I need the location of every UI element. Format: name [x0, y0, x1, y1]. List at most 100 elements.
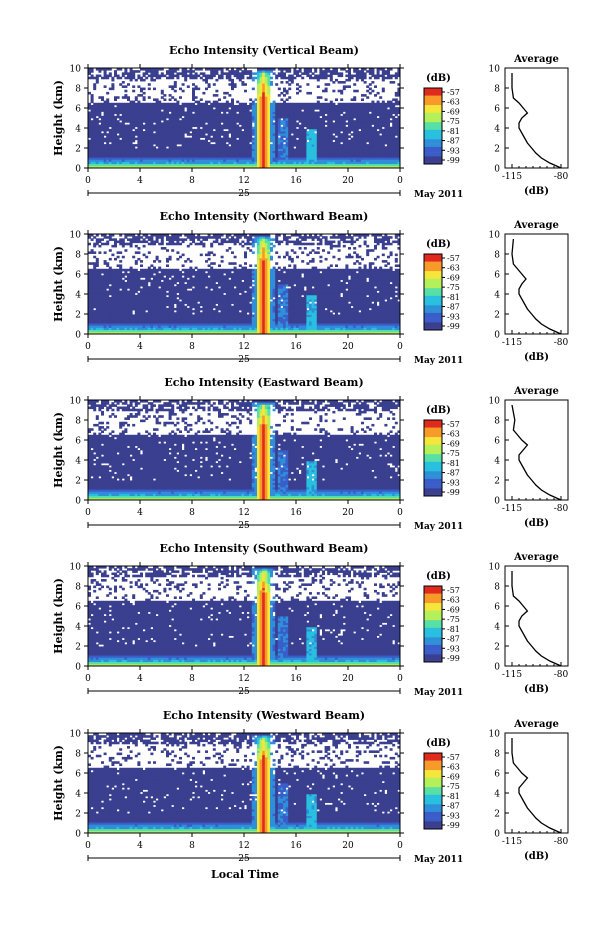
colorbar-segment — [424, 160, 442, 162]
heatmap-cell — [205, 135, 208, 138]
heatmap-cell — [98, 125, 101, 128]
colorbar — [424, 88, 442, 164]
heatmap-cell — [286, 103, 289, 106]
heatmap-cell — [306, 142, 309, 145]
heatmap-cell — [340, 144, 343, 147]
heatmap-cell — [273, 72, 276, 75]
heatmap-cell — [343, 81, 346, 84]
heatmap-cell — [379, 135, 382, 138]
heatmap-cell — [114, 70, 117, 73]
heatmap-cell — [299, 103, 302, 106]
heatmap-cell — [275, 83, 278, 86]
heatmap-cell — [221, 114, 224, 117]
heatmap-cell — [322, 103, 325, 106]
heatmap-cell — [137, 271, 140, 274]
heatmap-cell — [319, 103, 322, 106]
heatmap-cell — [377, 101, 380, 104]
colorbar-segment — [424, 101, 442, 103]
heatmap-cell — [234, 70, 237, 73]
heatmap-cell — [314, 111, 317, 114]
heatmap-cell — [106, 291, 109, 294]
heatmap-cell — [148, 83, 151, 86]
heatmap-cell — [192, 83, 195, 86]
heatmap-cell — [361, 94, 364, 97]
heatmap-cell — [137, 247, 140, 250]
heatmap-cell — [109, 88, 112, 91]
heatmap-cell — [111, 83, 114, 86]
heatmap-cell — [176, 101, 179, 104]
heatmap-cell — [114, 269, 117, 272]
heatmap-cell — [202, 92, 205, 95]
heatmap-cell — [275, 75, 278, 78]
heatmap-cell — [171, 96, 174, 99]
panels: Echo Intensity (Vertical Beam)0246810Hei… — [52, 44, 569, 865]
heatmap-cell — [270, 81, 273, 84]
heatmap-cell — [299, 75, 302, 78]
heatmap-cell — [122, 96, 125, 99]
heatmap-cell — [340, 72, 343, 75]
heatmap-cell — [135, 236, 138, 239]
heatmap-cell — [119, 264, 122, 267]
heatmap-cell — [374, 75, 377, 78]
heatmap-cell — [119, 103, 122, 106]
heatmap-cell — [226, 72, 229, 75]
heatmap-cell — [130, 101, 133, 104]
heatmap-cell — [374, 103, 377, 106]
heatmap-cell — [153, 79, 156, 82]
heatmap-cell — [124, 249, 127, 252]
heatmap-cell — [288, 83, 291, 86]
heatmap-cell — [280, 127, 283, 130]
heatmap-cell — [106, 133, 109, 136]
heatmap-cell — [301, 77, 304, 80]
heatmap-cell — [135, 245, 138, 248]
heatmap-cell — [366, 144, 369, 147]
heatmap-cell — [332, 122, 335, 125]
y-tick-label: 8 — [75, 85, 81, 95]
heatmap-cell — [345, 103, 348, 106]
heatmap-cell — [96, 118, 99, 121]
x-tick-label: 0 — [397, 176, 403, 186]
heatmap-cell — [96, 258, 99, 261]
heatmap-cell — [101, 238, 104, 241]
heatmap-cell — [390, 120, 393, 123]
heatmap-cell — [377, 92, 380, 95]
heatmap-cell — [345, 122, 348, 125]
heatmap-cell — [192, 103, 195, 106]
date-label: May 2011 — [414, 190, 463, 200]
heatmap-cell — [197, 75, 200, 78]
heatmap-cell — [226, 101, 229, 104]
heatmap-cell — [119, 238, 122, 241]
heatmap-cell — [296, 140, 299, 143]
heatmap-cell — [379, 75, 382, 78]
heatmap-cell — [124, 269, 127, 272]
y-tick-label: 0 — [75, 165, 81, 175]
heatmap-cell — [351, 75, 354, 78]
colorbar-tick-label: -57 — [447, 88, 460, 97]
heatmap-cell — [205, 101, 208, 104]
colorbar-tick-label: -63 — [447, 98, 460, 107]
colorbar-tick-label: -69 — [447, 107, 460, 116]
heatmap-cell — [306, 131, 309, 134]
heatmap-cell — [208, 105, 211, 108]
heatmap-cell — [293, 77, 296, 80]
heatmap-cell — [353, 75, 356, 78]
heatmap-cell — [143, 103, 146, 106]
heatmap-cell — [195, 85, 198, 88]
heatmap-cell — [109, 72, 112, 75]
heatmap-cell — [249, 103, 252, 106]
heatmap-cell — [174, 75, 177, 78]
heatmap-cell — [104, 251, 107, 254]
heatmap-cell — [382, 101, 385, 104]
heatmap-cell — [187, 70, 190, 73]
heatmap-cell — [296, 122, 299, 125]
heatmap-cell — [288, 96, 291, 99]
heatmap-cell — [184, 138, 187, 141]
heatmap-cell — [338, 81, 341, 84]
heatmap-cell — [384, 77, 387, 80]
colorbar-segment — [424, 92, 442, 94]
average-y-tick-label: 10 — [489, 65, 501, 75]
heatmap-cell — [137, 75, 140, 78]
heatmap-cell — [221, 103, 224, 106]
heatmap-cell — [392, 116, 395, 119]
heatmap-cell — [371, 101, 374, 104]
